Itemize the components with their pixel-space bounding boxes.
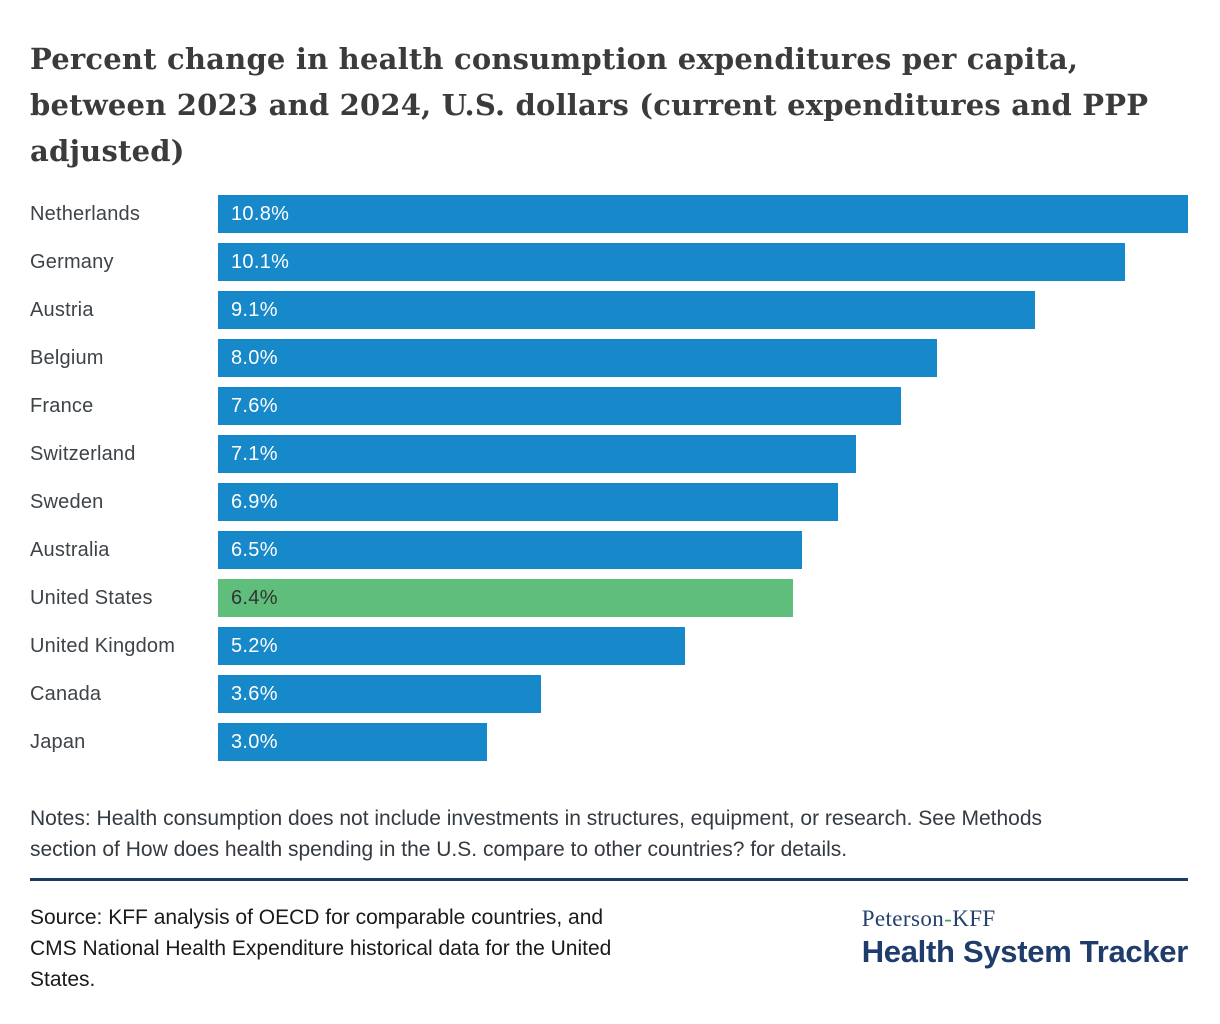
country-label: France — [30, 394, 94, 417]
chart-title-line: between 2023 and 2024, U.S. dollars (cur… — [30, 88, 1149, 122]
bar-track: 9.1% — [218, 291, 1188, 329]
bar[interactable]: 3.0% — [218, 723, 488, 761]
bar[interactable]: 3.6% — [218, 675, 542, 713]
chart-row: Sweden 6.9% — [30, 483, 1188, 521]
chart-row: Canada 3.6% — [30, 675, 1188, 713]
bar[interactable]: 9.1% — [218, 291, 1036, 329]
bar[interactable]: 6.5% — [218, 531, 802, 569]
chart-row: Australia 6.5% — [30, 531, 1188, 569]
country-label: Sweden — [30, 490, 104, 513]
bar-highlighted[interactable]: 6.4% — [218, 579, 793, 617]
bar[interactable]: 8.0% — [218, 339, 937, 377]
page: Percent change in health consumption exp… — [0, 36, 1220, 995]
country-label: United Kingdom — [30, 634, 176, 657]
chart-row: United States 6.4% — [30, 579, 1188, 617]
country-label: Belgium — [30, 346, 104, 369]
bar-track: 6.4% — [218, 579, 1188, 617]
bar-chart: Netherlands 10.8% Germany 10.1% Austria 9.1% B… — [30, 195, 1188, 761]
country-label: Australia — [30, 538, 110, 561]
bar-value-label: 6.9% — [231, 490, 278, 513]
country-label: Germany — [30, 250, 114, 273]
bar-value-label: 3.0% — [231, 730, 278, 753]
source-line: Source: KFF analysis of OECD for compara… — [30, 906, 604, 929]
bar[interactable]: 6.9% — [218, 483, 838, 521]
chart-row: Belgium 8.0% — [30, 339, 1188, 377]
bar-track: 6.9% — [218, 483, 1188, 521]
bar[interactable]: 10.8% — [218, 195, 1188, 233]
bar[interactable]: 7.1% — [218, 435, 856, 473]
bar-value-label: 7.1% — [231, 442, 278, 465]
bar-track: 7.6% — [218, 387, 1188, 425]
chart-notes: Notes: Health consumption does not inclu… — [30, 803, 1188, 865]
bar-track: 3.0% — [218, 723, 1188, 761]
country-label: Netherlands — [30, 202, 141, 225]
bar-value-label: 6.4% — [231, 586, 278, 609]
footer: Source: KFF analysis of OECD for compara… — [30, 902, 1188, 995]
chart-row: Switzerland 7.1% — [30, 435, 1188, 473]
bar-value-label: 10.1% — [231, 250, 290, 273]
chart-title-line: Percent change in health consumption exp… — [30, 42, 1079, 76]
bar-track: 10.8% — [218, 195, 1188, 233]
bar-value-label: 10.8% — [231, 202, 290, 225]
source-line: States. — [30, 968, 96, 991]
bar-value-label: 3.6% — [231, 682, 278, 705]
chart-row: Netherlands 10.8% — [30, 195, 1188, 233]
chart-row: Germany 10.1% — [30, 243, 1188, 281]
logo-kff-text: KFF — [952, 906, 996, 931]
chart-row: Japan 3.0% — [30, 723, 1188, 761]
source-line: CMS National Health Expenditure historic… — [30, 937, 612, 960]
bar-value-label: 7.6% — [231, 394, 278, 417]
chart-row: France 7.6% — [30, 387, 1188, 425]
country-label: Switzerland — [30, 442, 136, 465]
chart-row: United Kingdom 5.2% — [30, 627, 1188, 665]
bar-value-label: 9.1% — [231, 298, 278, 321]
bar-track: 5.2% — [218, 627, 1188, 665]
chart-title: Percent change in health consumption exp… — [30, 36, 1188, 174]
bar-track: 7.1% — [218, 435, 1188, 473]
bar[interactable]: 10.1% — [218, 243, 1126, 281]
bar[interactable]: 7.6% — [218, 387, 901, 425]
chart-title-line: adjusted) — [30, 134, 185, 168]
logo-hyphen: - — [944, 906, 953, 931]
logo-health-system-tracker-text: Health System Tracker — [861, 934, 1189, 969]
chart-notes-line: Notes: Health consumption does not inclu… — [30, 807, 1043, 830]
bar-value-label: 6.5% — [231, 538, 278, 561]
logo-peterson-text: Peterson — [861, 906, 945, 931]
chart-notes-line: section of How does health spending in t… — [30, 838, 848, 861]
country-label: United States — [30, 586, 153, 609]
logo-brand-line: Peterson-KFF — [862, 906, 1188, 932]
chart-rows: Netherlands 10.8% Germany 10.1% Austria 9.1% B… — [30, 195, 1188, 761]
bar-value-label: 5.2% — [231, 634, 278, 657]
peterson-kff-logo: Peterson-KFF Health System Tracker — [861, 902, 1189, 970]
country-label: Canada — [30, 682, 102, 705]
footer-divider — [30, 878, 1188, 881]
country-label: Japan — [30, 730, 86, 753]
bar-track: 6.5% — [218, 531, 1188, 569]
bar-value-label: 8.0% — [231, 346, 278, 369]
bar-track: 8.0% — [218, 339, 1188, 377]
bar-track: 3.6% — [218, 675, 1188, 713]
country-label: Austria — [30, 298, 94, 321]
bar[interactable]: 5.2% — [218, 627, 685, 665]
source-attribution: Source: KFF analysis of OECD for compara… — [30, 902, 611, 995]
bar-track: 10.1% — [218, 243, 1188, 281]
chart-row: Austria 9.1% — [30, 291, 1188, 329]
